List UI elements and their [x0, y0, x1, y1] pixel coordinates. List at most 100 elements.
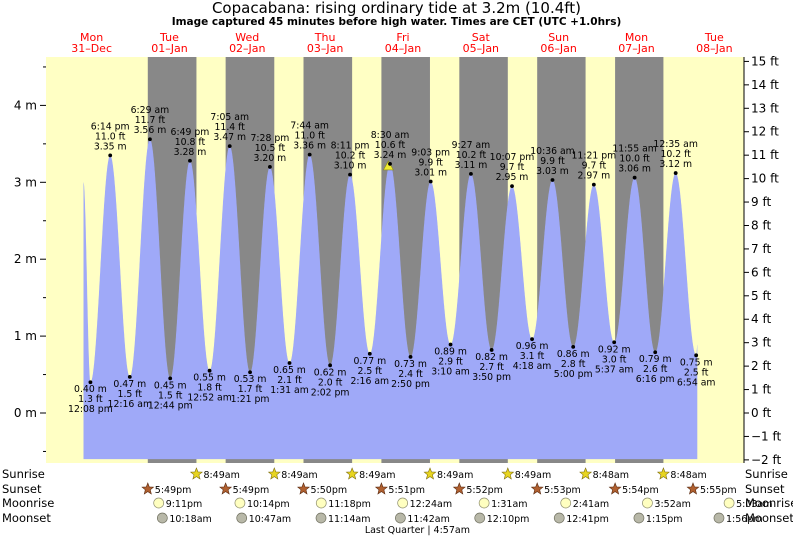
low-tide-label: 0.45 m: [154, 380, 187, 391]
sunset-time: 5:55pm: [700, 485, 737, 496]
day-date: 01–Jan: [151, 42, 187, 55]
low-tide-label: 1.5 ft: [118, 389, 143, 400]
moonrise-time: 1:31am: [491, 499, 527, 510]
moonrise-icon: [723, 497, 735, 509]
left-axis-tick-label: 2 m: [14, 252, 37, 266]
low-tide-point: [248, 370, 252, 375]
high-tide-label: 3.01 m: [414, 168, 447, 179]
right-axis-tick-label: 10 ft: [751, 172, 779, 186]
low-tide-label: 4:18 am: [513, 361, 552, 372]
high-tide-label: 3.10 m: [334, 161, 367, 172]
moonset-legend-left: Moonset: [2, 511, 51, 525]
left-axis-meters: 0 m 1 m 2 m 3 m 4 m: [14, 66, 46, 452]
sunset-time: 5:49pm: [233, 485, 270, 496]
moonset-icon: [713, 512, 725, 524]
high-tide-label: 10.2 ft: [456, 150, 487, 161]
low-tide-label: 0.73 m: [394, 359, 427, 370]
right-axis-tick-label: 13 ft: [751, 101, 779, 115]
low-tide-point: [88, 380, 93, 385]
low-tide-label: 6:54 am: [677, 377, 716, 388]
high-tide-point: [188, 158, 192, 163]
low-tide-point: [328, 363, 333, 368]
sunrise-icon: [345, 467, 359, 480]
moonset-time: 10:18am: [169, 514, 211, 525]
high-tide-label: 10:07 pm: [490, 152, 535, 163]
low-tide-label: 0.82 m: [475, 352, 508, 363]
low-tide-point: [168, 376, 173, 381]
high-tide-label: 9:27 am: [452, 140, 491, 151]
right-axis-tick-label: 5 ft: [751, 289, 771, 303]
moonset-time: 11:14am: [328, 514, 370, 525]
high-tide-label: 3.03 m: [536, 166, 569, 177]
high-tide-point: [428, 179, 433, 184]
high-tide-label: 10.2 ft: [660, 149, 691, 160]
low-tide-label: 2.4 ft: [398, 369, 423, 380]
low-tide-label: 2:16 am: [351, 376, 390, 387]
sunrise-icon: [267, 467, 281, 480]
moonrise-time: 3:52am: [654, 499, 690, 510]
sunrise-icon: [189, 467, 203, 480]
low-tide-label: 1.3 ft: [78, 394, 103, 405]
moonrise-icon: [153, 497, 165, 509]
high-tide-label: 11.7 ft: [135, 115, 166, 126]
low-tide-label: 2.6 ft: [643, 364, 668, 375]
day-name: Mon: [625, 31, 648, 44]
sunrise-time: 8:48am: [593, 470, 629, 481]
sunset-icon: [219, 482, 233, 495]
day-date: 08–Jan: [696, 42, 732, 55]
high-tide-point: [469, 171, 473, 176]
right-axis-tick-label: 12 ft: [751, 125, 779, 139]
high-tide-label: 3.36 m: [293, 141, 326, 152]
high-tide-label: 8:11 pm: [331, 141, 370, 152]
day-name: Sat: [472, 31, 491, 44]
high-tide-point: [550, 178, 555, 182]
low-tide-label: 0.92 m: [598, 344, 631, 355]
low-tide-label: 2.0 ft: [318, 377, 343, 388]
sunset-legend-left: Sunset: [2, 482, 42, 496]
day-date: 04–Jan: [385, 42, 421, 55]
left-axis-tick-label: 4 m: [14, 98, 37, 112]
left-axis-tick-label: 3 m: [14, 175, 37, 189]
low-tide-point: [571, 344, 576, 349]
low-tide-label: 0.65 m: [273, 365, 306, 376]
day-date: 06–Jan: [540, 42, 576, 55]
low-tide-point: [448, 342, 453, 347]
sunrise-time: 8:48am: [670, 470, 706, 481]
high-tide-label: 3.28 m: [174, 147, 207, 158]
low-tide-label: 0.75 m: [680, 357, 713, 368]
low-tide-label: 0.77 m: [353, 356, 386, 367]
low-tide-label: 2.8 ft: [561, 359, 586, 370]
sunrise-icon: [501, 467, 515, 480]
moonset-icon: [395, 512, 406, 524]
low-tide-label: 1.8 ft: [197, 383, 222, 394]
high-tide-label: 3.12 m: [659, 159, 692, 170]
low-tide-point: [612, 340, 617, 345]
low-tide-label: 0.40 m: [74, 384, 107, 395]
moonset-icon: [553, 512, 565, 524]
high-tide-label: 9:03 pm: [411, 148, 450, 159]
moonrise-legend-left: Moonrise: [2, 496, 54, 510]
moonrise-legend-right: Moonrise: [745, 496, 793, 510]
right-axis-tick-label: 9 ft: [751, 195, 771, 209]
sunset-time: 5:50pm: [311, 485, 348, 496]
right-axis-tick-label: 7 ft: [751, 242, 771, 256]
low-tide-label: 12:44 pm: [148, 400, 193, 411]
moonrise-time: 11:18pm: [328, 499, 371, 510]
low-tide-label: 1:21 pm: [231, 394, 270, 405]
moonset-time: 12:10pm: [487, 514, 530, 525]
low-tide-label: 2.5 ft: [358, 366, 383, 377]
low-tide-label: 0.79 m: [639, 354, 672, 365]
low-tide-point: [408, 354, 413, 359]
sunset-time: 5:49pm: [155, 485, 192, 496]
high-tide-label: 7:28 pm: [251, 133, 290, 144]
high-tide-point: [632, 175, 637, 180]
high-tide-label: 10:36 am: [530, 146, 575, 157]
moonset-icon: [633, 512, 645, 524]
high-tide-label: 3.56 m: [134, 125, 167, 136]
sunset-icon: [608, 482, 622, 495]
low-tide-point: [530, 337, 534, 342]
moonrise-icon: [560, 497, 572, 509]
moonrise-icon: [478, 497, 490, 509]
high-tide-point: [227, 144, 232, 149]
